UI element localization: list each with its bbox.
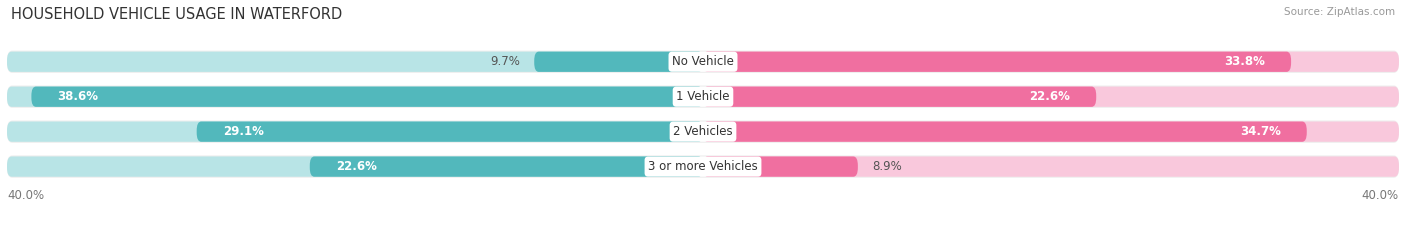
Text: 3 or more Vehicles: 3 or more Vehicles xyxy=(648,160,758,173)
FancyBboxPatch shape xyxy=(703,52,1291,72)
FancyBboxPatch shape xyxy=(703,157,1399,177)
Text: HOUSEHOLD VEHICLE USAGE IN WATERFORD: HOUSEHOLD VEHICLE USAGE IN WATERFORD xyxy=(11,7,343,22)
Text: 38.6%: 38.6% xyxy=(58,90,98,103)
FancyBboxPatch shape xyxy=(197,122,703,142)
Text: 34.7%: 34.7% xyxy=(1240,125,1281,138)
FancyBboxPatch shape xyxy=(703,157,858,177)
Text: 33.8%: 33.8% xyxy=(1225,55,1265,68)
Text: 22.6%: 22.6% xyxy=(1029,90,1070,103)
FancyBboxPatch shape xyxy=(7,86,1399,108)
Text: 40.0%: 40.0% xyxy=(7,189,44,202)
FancyBboxPatch shape xyxy=(703,122,1306,142)
Text: Source: ZipAtlas.com: Source: ZipAtlas.com xyxy=(1284,7,1395,17)
Text: 8.9%: 8.9% xyxy=(872,160,901,173)
FancyBboxPatch shape xyxy=(703,122,1399,142)
FancyBboxPatch shape xyxy=(534,52,703,72)
Text: 2 Vehicles: 2 Vehicles xyxy=(673,125,733,138)
FancyBboxPatch shape xyxy=(7,52,703,72)
Text: 1 Vehicle: 1 Vehicle xyxy=(676,90,730,103)
Text: 22.6%: 22.6% xyxy=(336,160,377,173)
FancyBboxPatch shape xyxy=(7,155,1399,178)
Text: 40.0%: 40.0% xyxy=(1362,189,1399,202)
Text: 29.1%: 29.1% xyxy=(222,125,264,138)
FancyBboxPatch shape xyxy=(7,122,703,142)
FancyBboxPatch shape xyxy=(703,87,1399,107)
FancyBboxPatch shape xyxy=(7,157,703,177)
FancyBboxPatch shape xyxy=(7,51,1399,73)
FancyBboxPatch shape xyxy=(31,87,703,107)
FancyBboxPatch shape xyxy=(7,120,1399,143)
Text: No Vehicle: No Vehicle xyxy=(672,55,734,68)
FancyBboxPatch shape xyxy=(309,157,703,177)
FancyBboxPatch shape xyxy=(7,87,703,107)
FancyBboxPatch shape xyxy=(703,52,1399,72)
FancyBboxPatch shape xyxy=(703,87,1097,107)
Text: 9.7%: 9.7% xyxy=(491,55,520,68)
